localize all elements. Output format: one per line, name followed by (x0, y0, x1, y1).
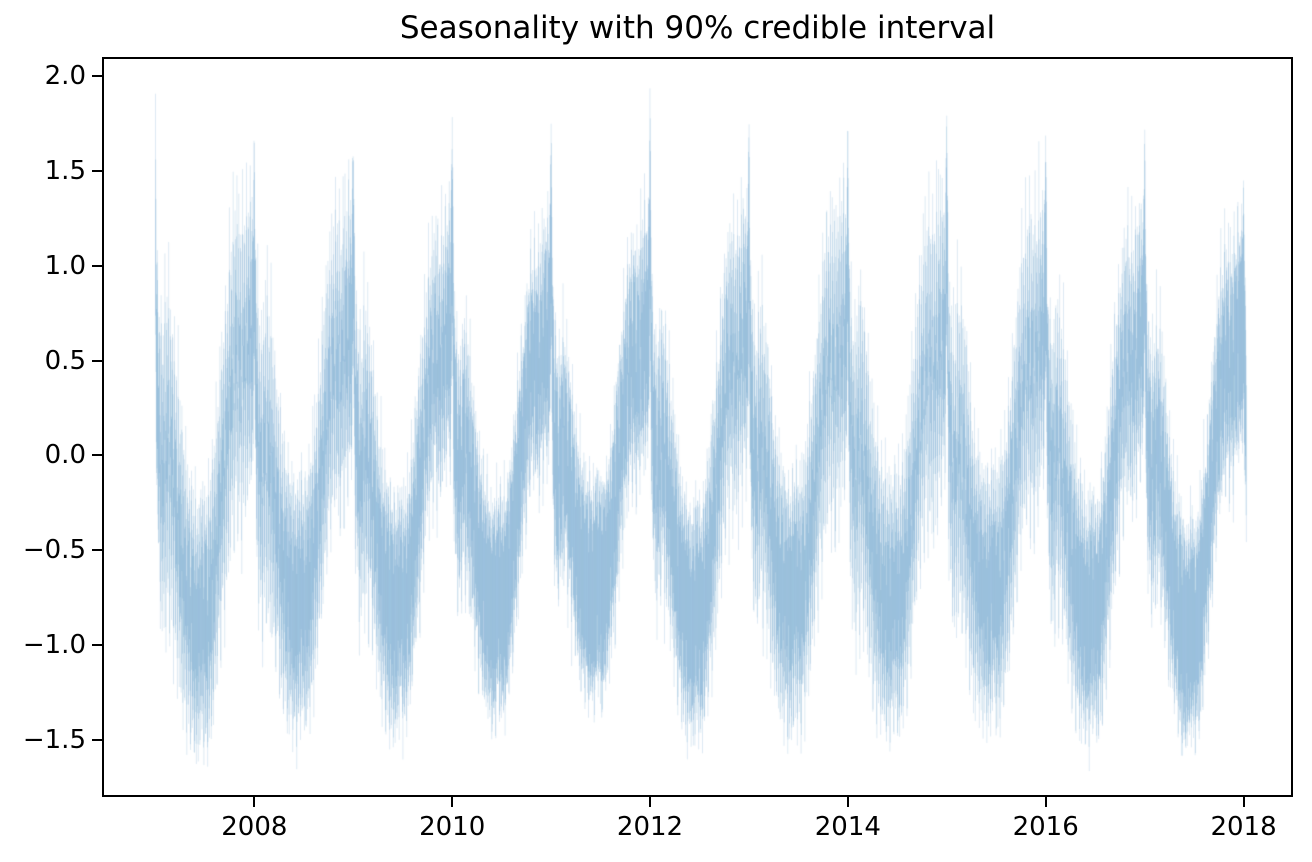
y-tick-label: 1.0 (44, 250, 86, 281)
y-tick-label: 2.0 (44, 60, 86, 91)
y-tick-label: −1.5 (22, 725, 86, 756)
y-tick-mark (92, 739, 102, 742)
x-tick-mark (253, 797, 256, 807)
x-tick-mark (1044, 797, 1047, 807)
plot-area (102, 57, 1293, 797)
x-tick-mark (649, 797, 652, 807)
x-tick-mark (451, 797, 454, 807)
y-tick-mark (92, 74, 102, 77)
y-tick-label: −1.0 (22, 630, 86, 661)
x-tick-label: 2018 (1210, 812, 1277, 842)
y-tick-mark (92, 169, 102, 172)
chart-title: Seasonality with 90% credible interval (399, 10, 996, 46)
x-tick-label: 2016 (1012, 812, 1079, 842)
y-tick-mark (92, 644, 102, 647)
x-tick-label: 2012 (616, 812, 684, 842)
y-tick-label: 0.0 (44, 440, 86, 471)
y-tick-mark (92, 549, 102, 552)
x-tick-mark (1242, 797, 1245, 807)
x-tick-label: 2014 (814, 812, 881, 842)
x-tick-label: 2008 (221, 812, 288, 842)
x-tick-mark (846, 797, 849, 807)
y-tick-mark (92, 454, 102, 457)
y-tick-mark (92, 359, 102, 362)
y-tick-label: 0.5 (44, 345, 86, 376)
y-tick-label: 1.5 (44, 155, 86, 186)
y-tick-label: −0.5 (22, 535, 86, 566)
y-tick-mark (92, 264, 102, 267)
x-tick-label: 2010 (419, 812, 486, 842)
